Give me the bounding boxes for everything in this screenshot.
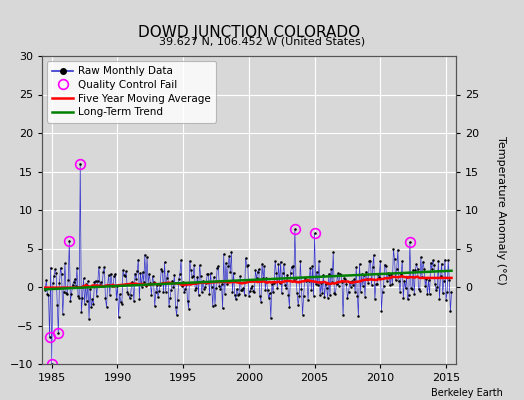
Y-axis label: Temperature Anomaly (°C): Temperature Anomaly (°C)	[496, 136, 506, 284]
Text: 39.627 N, 106.452 W (United States): 39.627 N, 106.452 W (United States)	[159, 37, 365, 47]
Title: DOWD JUNCTION COLORADO: DOWD JUNCTION COLORADO	[138, 24, 360, 40]
Legend: Raw Monthly Data, Quality Control Fail, Five Year Moving Average, Long-Term Tren: Raw Monthly Data, Quality Control Fail, …	[47, 61, 216, 122]
Text: Berkeley Earth: Berkeley Earth	[431, 388, 503, 398]
